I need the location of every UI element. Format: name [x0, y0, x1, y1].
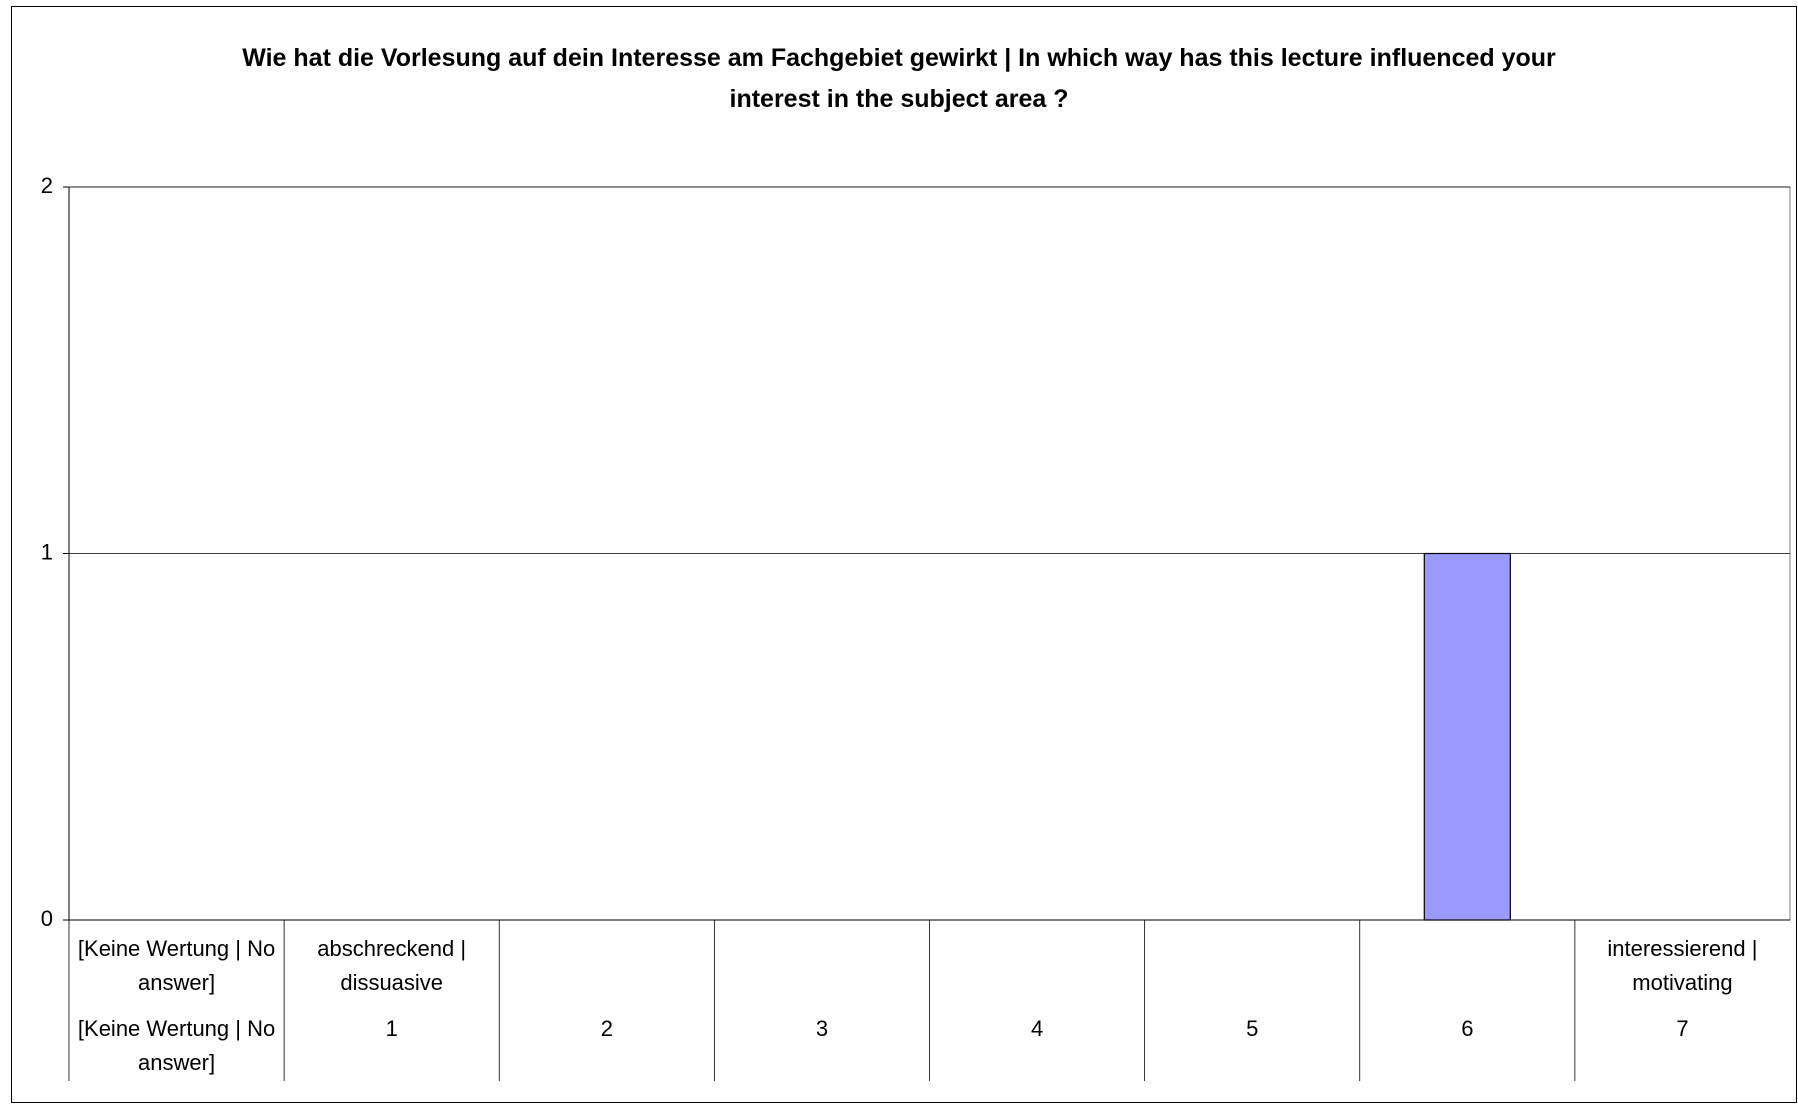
- x-tick-label: 3: [815, 1016, 829, 1041]
- category-description: [Keine Wertung | No answer]: [77, 936, 276, 995]
- x-tick-label: 7: [1676, 1016, 1689, 1041]
- chart-title: Wie hat die Vorlesung auf dein Interesse…: [242, 44, 1556, 113]
- x-tick-label: 1: [385, 1016, 398, 1041]
- y-tick-label: 2: [41, 173, 53, 198]
- x-tick-label: [Keine Wertung | No answer]: [77, 1016, 276, 1075]
- y-tick-label: 0: [41, 906, 53, 931]
- x-tick-label: 6: [1461, 1016, 1474, 1041]
- x-tick-label: 5: [1246, 1016, 1259, 1041]
- x-tick-label: 2: [600, 1016, 613, 1041]
- category-description: interessierend | motivating: [1607, 936, 1758, 995]
- bar: [1423, 552, 1511, 921]
- y-tick-label: 1: [41, 539, 53, 564]
- category-description: abschreckend | dissuasive: [317, 936, 467, 995]
- chart-border: [11, 6, 1797, 1103]
- x-tick-label: 4: [1030, 1016, 1044, 1041]
